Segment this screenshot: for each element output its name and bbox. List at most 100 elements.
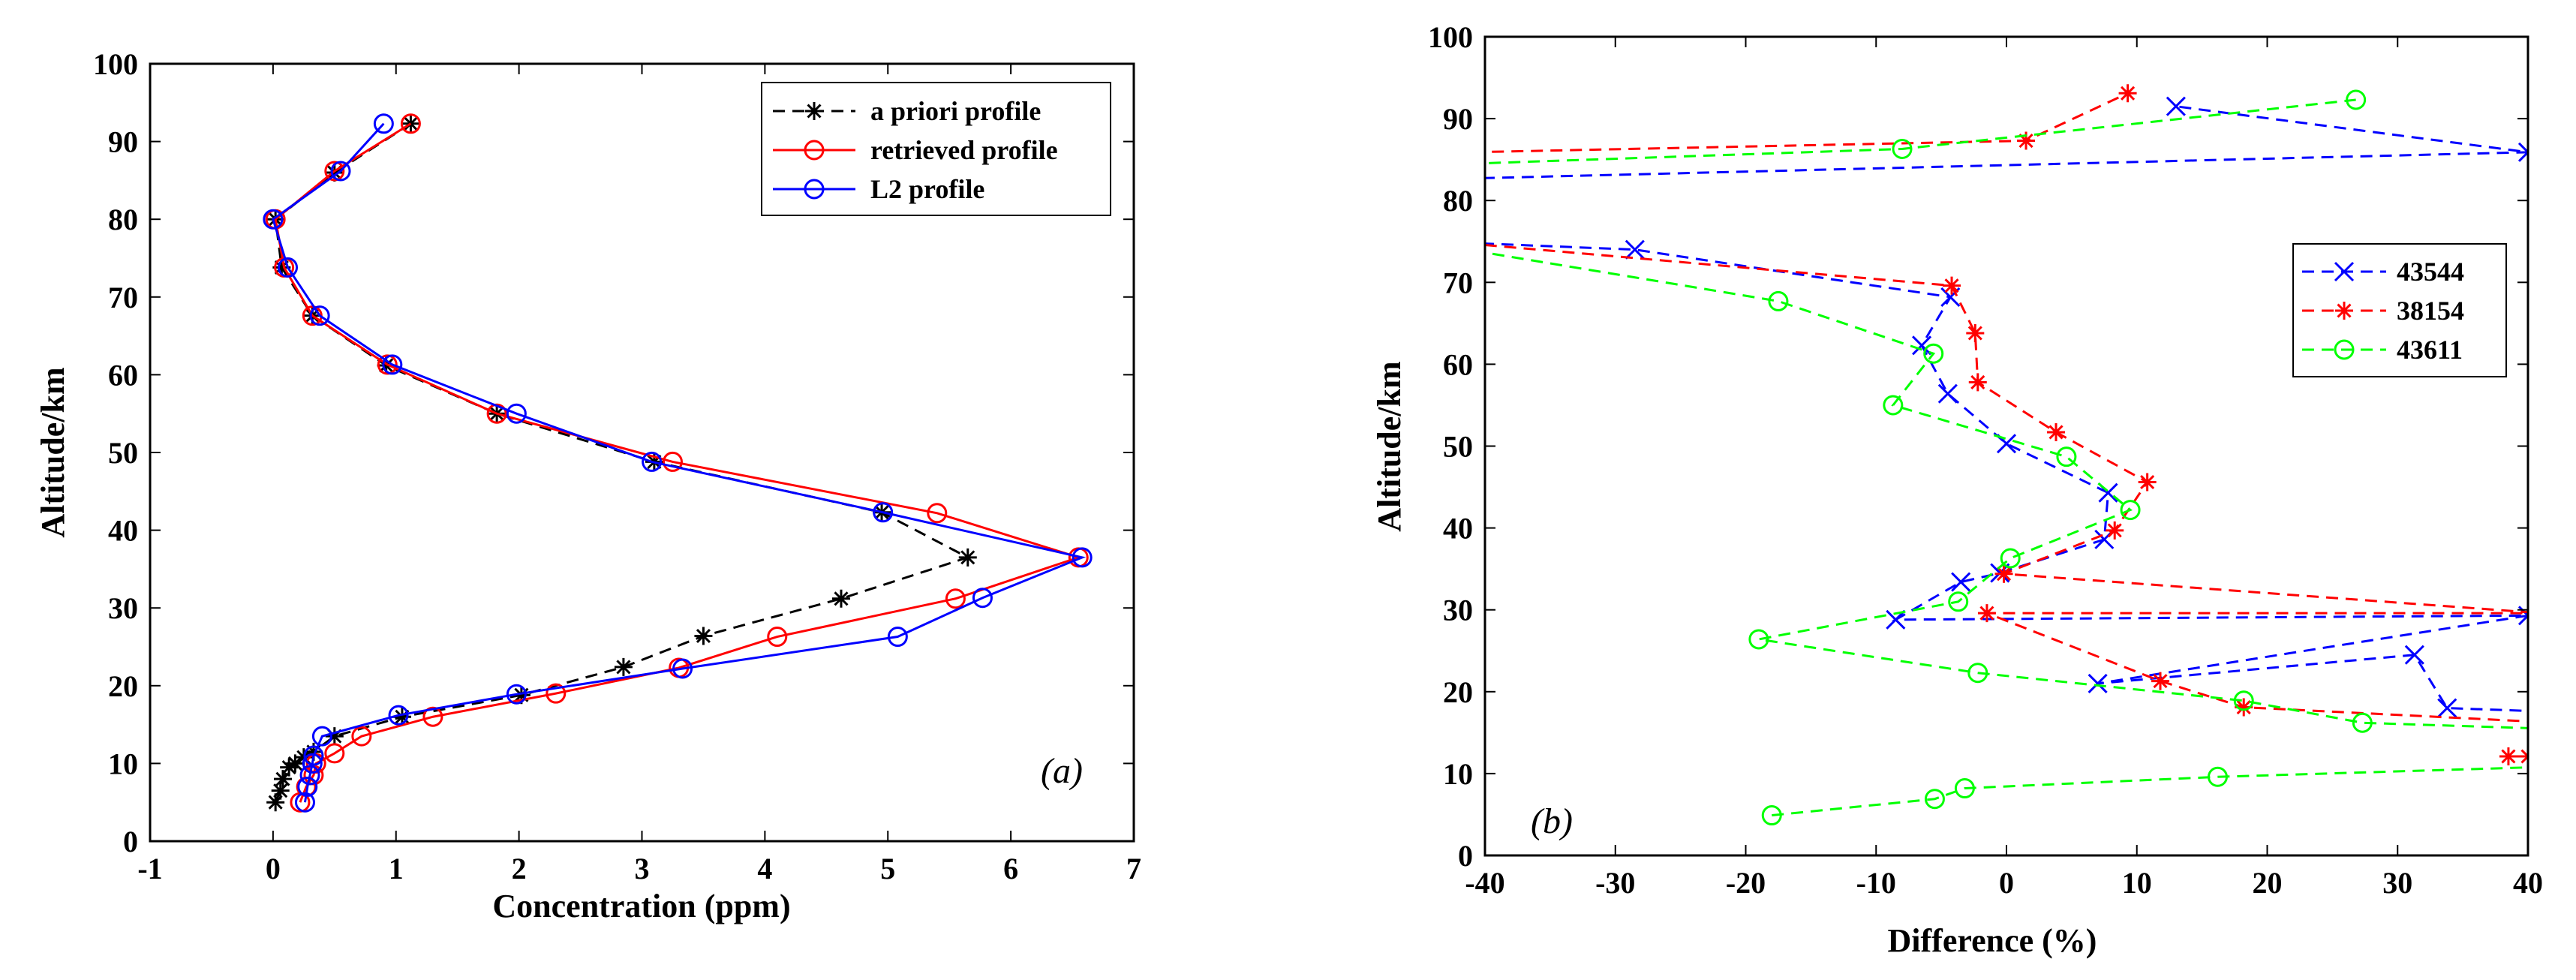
- panel-a-x-tick-label: 4: [757, 852, 772, 885]
- series-retrieved-profile-point: [927, 503, 948, 524]
- series-43611-point: [1883, 395, 1904, 416]
- panel-b-y-tick-label: 0: [1458, 839, 1473, 873]
- series-43544-point: [1886, 609, 1906, 630]
- panel-b-ticks: -40 -30 -20 -10 0 10 20 30 40 0 10 20 30 40 50 60 70 80 90…: [1428, 20, 2543, 900]
- panel-a-y-tick-label: 70: [108, 281, 138, 314]
- series-l2-profile-point: [330, 161, 351, 182]
- series-43611-point: [2120, 500, 2141, 521]
- legend-l2-profile-marker: [804, 179, 825, 200]
- panel-b-x-tick-label: 20: [2253, 866, 2283, 900]
- series-43544: [1485, 96, 2528, 718]
- legend-a-priori-profile-label: a priori profile: [870, 96, 1041, 126]
- series-l2-profile-point: [506, 403, 527, 424]
- series-l2-profile-point: [309, 305, 330, 326]
- series-38154-point: [1994, 564, 2013, 583]
- series-43544-point: [2088, 673, 2108, 693]
- legend-43611-label: 43611: [2397, 335, 2463, 365]
- panel-a-label: (a): [1041, 751, 1083, 791]
- series-43611-point: [2207, 766, 2228, 787]
- panel-a-y-tick-label: 30: [108, 591, 138, 625]
- series-38154: [1485, 84, 2528, 765]
- panel-b-x-tick-label: 0: [1999, 866, 2014, 900]
- panel-b-y-tick-label: 30: [1443, 594, 1473, 627]
- series-l2-profile-line: [272, 122, 1087, 803]
- series-43611-point: [1748, 629, 1769, 650]
- series-a-priori-profile-point: [958, 548, 977, 567]
- series-l2-profile-point: [263, 209, 284, 230]
- series-retrieved-profile-point: [767, 627, 788, 648]
- panel-b-x-axis-label: Difference (%): [1888, 922, 2097, 959]
- panel-a-y-axis-label: Altitude/km: [35, 367, 71, 537]
- panel-a-x-tick-label: -1: [137, 852, 162, 885]
- panel-b-y-axis-label: Altitude/km: [1371, 361, 1408, 531]
- series-43611-point: [1948, 591, 1969, 612]
- series-retrieved-profile-point: [546, 683, 567, 704]
- series-43544-point: [2437, 698, 2457, 718]
- series-43611-point: [1954, 778, 1975, 799]
- series-38154-point: [2047, 422, 2066, 441]
- panel-a-y-tick-label: 20: [108, 669, 138, 703]
- series-43544-point: [2166, 96, 2186, 116]
- series-retrieved-profile-point: [945, 588, 966, 609]
- series-a-priori-profile-point: [392, 708, 411, 726]
- series-43611-point: [1967, 663, 1988, 684]
- panel-b-y-tick-label: 80: [1443, 184, 1473, 218]
- series-retrieved-profile-point: [400, 113, 421, 134]
- series-38154-line: [1485, 92, 2528, 758]
- series-l2-profile-point: [299, 765, 320, 786]
- panel-b-x-tick-label: 40: [2513, 866, 2543, 900]
- series-l2-profile-point: [297, 776, 318, 797]
- series-l2-profile-point: [887, 627, 908, 648]
- panel-a-y-tick-label: 80: [108, 203, 138, 236]
- series-l2-profile-point: [278, 257, 299, 278]
- series-a-priori-profile-point: [271, 781, 290, 800]
- series-retrieved-profile-point: [324, 161, 345, 182]
- panel-b-x-tick-label: -20: [1726, 866, 1766, 900]
- series-43611-point: [2346, 89, 2367, 110]
- panel-a-x-tick-label: 6: [1003, 852, 1018, 885]
- series-a-priori-profile: [266, 114, 977, 812]
- series-38154-point: [2235, 698, 2253, 717]
- panel-a-series: [263, 113, 1093, 813]
- series-a-priori-profile-point: [831, 589, 850, 608]
- legend-43544-marker: [2334, 261, 2355, 282]
- series-43611-point: [1924, 789, 1945, 810]
- series-retrieved-profile-point: [422, 706, 443, 727]
- legend-retrieved-profile-label: retrieved profile: [870, 135, 1058, 165]
- series-43611-point: [1892, 138, 1913, 159]
- series-l2-profile-point: [388, 705, 409, 726]
- legend-a-priori-profile-marker: [805, 102, 823, 120]
- series-retrieved-profile-point: [377, 354, 398, 375]
- series-43611: [1485, 89, 2528, 826]
- series-l2-profile-point: [303, 745, 324, 766]
- series-38154-point: [1943, 276, 1961, 295]
- panel-b-y-tick-label: 70: [1443, 266, 1473, 299]
- panel-a-x-tick-label: 5: [880, 852, 895, 885]
- series-l2-profile-point: [311, 726, 332, 747]
- series-38154-point: [1968, 373, 1987, 392]
- series-43611-point: [2233, 690, 2254, 711]
- series-retrieved-profile-point: [324, 743, 345, 764]
- panel-a-y-tick-label: 60: [108, 358, 138, 392]
- series-a-priori-profile-point: [266, 793, 285, 812]
- series-43544-point: [2404, 645, 2424, 665]
- series-l2-profile-point: [506, 684, 527, 705]
- panel-b-x-tick-label: 10: [2122, 866, 2152, 900]
- panel-b-x-tick-label: -30: [1595, 866, 1635, 900]
- series-38154-point: [1966, 323, 1985, 342]
- panel-a-y-tick-label: 40: [108, 514, 138, 548]
- panel-a-x-tick-label: 7: [1126, 852, 1141, 885]
- series-43544-point: [2517, 142, 2528, 162]
- series-a-priori-profile-point: [377, 356, 395, 374]
- panel-a-x-axis-label: Concentration (ppm): [492, 888, 790, 924]
- series-43544-point: [1937, 383, 1958, 404]
- legend-38154-label: 38154: [2397, 296, 2464, 326]
- chart-panel-b: -40 -30 -20 -10 0 10 20 30 40 0 10 20 30 40 50 60 70 80 90…: [1371, 20, 2543, 959]
- panel-b-x-tick-label: 30: [2382, 866, 2412, 900]
- series-l2-profile-point: [642, 451, 663, 472]
- series-l2-profile-point: [972, 588, 993, 609]
- series-a-priori-profile-point: [272, 258, 291, 277]
- series-a-priori-profile-point: [273, 770, 292, 789]
